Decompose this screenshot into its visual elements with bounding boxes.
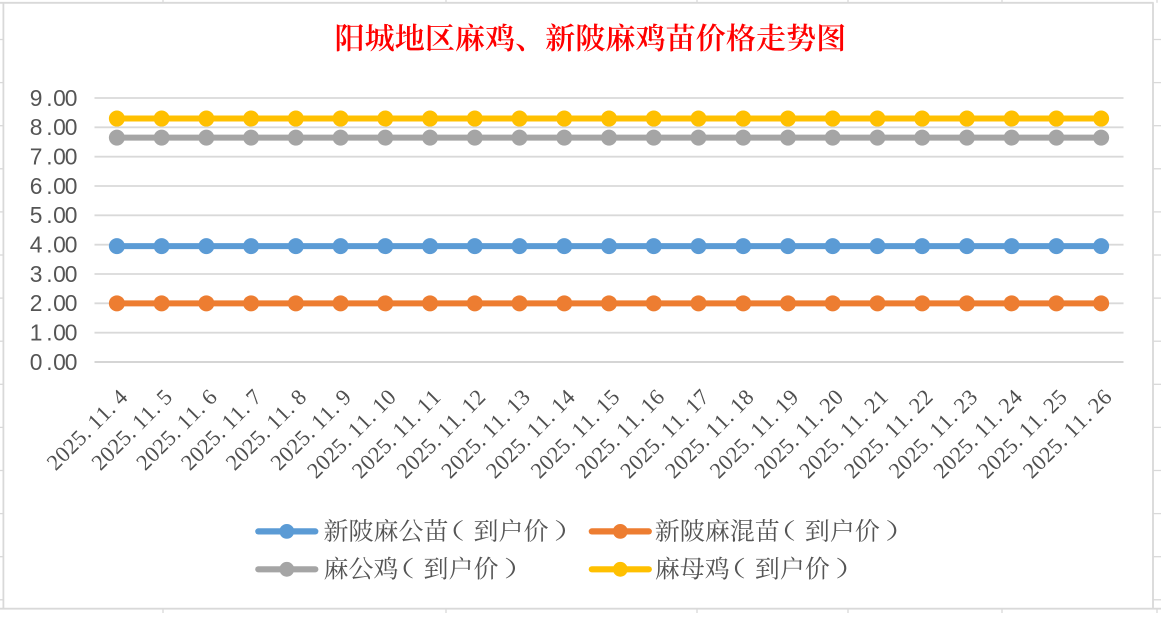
svg-text:0.00: 0.00 — [30, 349, 78, 375]
svg-text:9.00: 9.00 — [30, 85, 78, 111]
svg-text:8.00: 8.00 — [30, 114, 78, 140]
svg-text:4.00: 4.00 — [30, 231, 78, 257]
svg-text:7.00: 7.00 — [30, 143, 78, 169]
svg-text:3.00: 3.00 — [30, 261, 78, 287]
svg-text:2.00: 2.00 — [30, 290, 78, 316]
svg-text:6.00: 6.00 — [30, 173, 78, 199]
svg-text:1.00: 1.00 — [30, 319, 78, 345]
svg-text:5.00: 5.00 — [30, 202, 78, 228]
